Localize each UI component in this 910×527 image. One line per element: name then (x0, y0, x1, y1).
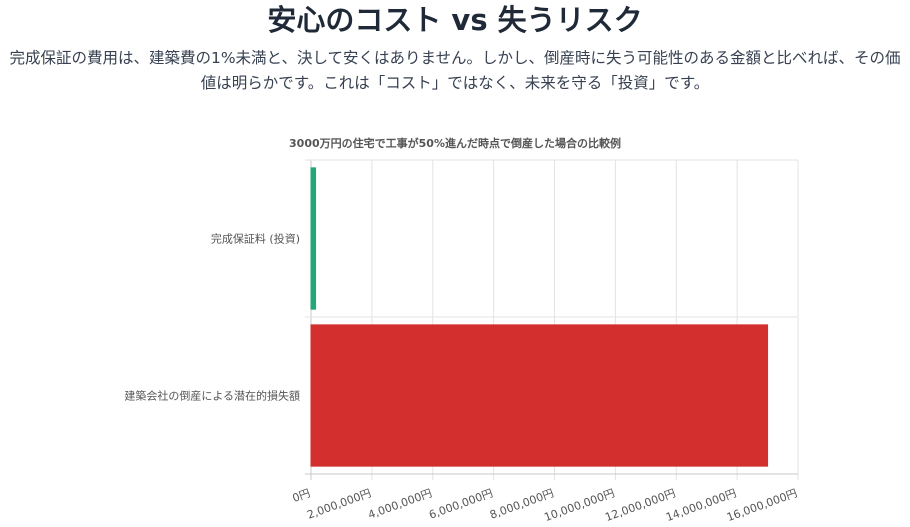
x-tick-label: 16,000,000円 (725, 487, 799, 525)
category-label: 完成保証料 (投資) (211, 232, 300, 246)
bar-2[interactable] (310, 324, 769, 467)
x-tick-label: 0円 (291, 487, 312, 505)
x-tick-label: 4,000,000円 (366, 487, 433, 522)
chart-title: 3000万円の住宅で工事が50%進んだ時点で倒産した場合の比較例 (289, 136, 621, 150)
x-tick-label: 2,000,000円 (306, 487, 373, 522)
x-tick-label: 6,000,000円 (427, 487, 494, 522)
category-label: 建築会社の倒産による潜在的損失額 (124, 389, 300, 403)
page-title: 安心のコスト vs 失うリスク (267, 3, 643, 37)
page-description: 完成保証の費用は、建築費の1%未満と、決して安くはありません。しかし、倒産時に失… (9, 49, 901, 92)
bar-1[interactable] (310, 167, 317, 310)
chart-bars (310, 167, 769, 467)
